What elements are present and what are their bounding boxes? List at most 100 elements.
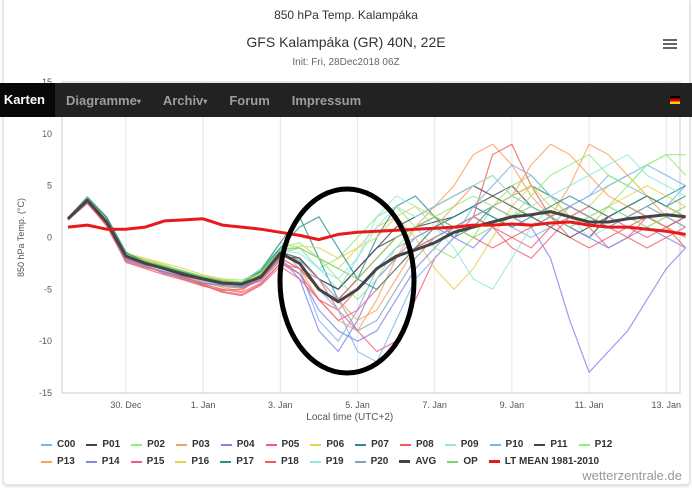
legend-label: P07 — [371, 439, 389, 450]
navbar: Karten ▾ Diagramme▾ Archiv▾ Forum Impres… — [0, 83, 692, 139]
nav-diagramme[interactable]: Diagramme▾ — [66, 92, 141, 108]
y-tick-label: 0 — [47, 233, 52, 243]
legend-item[interactable]: P03 — [175, 439, 210, 450]
legend-label: P05 — [281, 439, 300, 450]
legend-item[interactable]: P10 — [489, 439, 523, 450]
legend-swatch — [220, 460, 232, 463]
legend-label: P06 — [326, 439, 345, 450]
legend-item[interactable]: LT MEAN 1981-2010 — [488, 456, 600, 467]
series-line-p04 — [67, 202, 687, 373]
nav-karten[interactable]: Karten ▾ — [0, 83, 55, 139]
legend-item[interactable]: P08 — [399, 439, 434, 450]
annotation-ellipse — [277, 186, 417, 376]
legend-label: C00 — [57, 439, 76, 450]
legend-label: P17 — [236, 456, 254, 467]
legend-item[interactable]: P16 — [175, 456, 209, 467]
y-tick-label: 15 — [42, 77, 52, 87]
legend-item[interactable]: P20 — [354, 456, 389, 467]
legend-item[interactable]: P05 — [265, 439, 300, 450]
x-tick-label: 9. Jan — [500, 400, 525, 410]
chart-title: 850 hPa Temp. Kalampáka — [274, 8, 418, 22]
legend-label: P02 — [147, 439, 165, 450]
x-tick-label: 30. Dec — [110, 400, 142, 410]
legend-swatch — [447, 460, 459, 463]
legend-label: P12 — [594, 439, 613, 450]
legend-item[interactable]: P02 — [131, 439, 165, 450]
legend-swatch — [130, 460, 142, 463]
x-tick-label: 13. Jan — [652, 400, 682, 410]
x-tick-label: 5. Jan — [345, 400, 370, 410]
caret-down-icon: ▾ — [136, 96, 141, 106]
legend-label: P04 — [236, 439, 255, 450]
legend-swatch — [85, 460, 97, 463]
plot-area — [61, 81, 681, 394]
legend-swatch — [444, 443, 456, 446]
legend-label: P16 — [191, 456, 210, 467]
legend-item[interactable]: P19 — [309, 456, 344, 467]
legend-label: P20 — [370, 456, 389, 467]
legend-swatch — [310, 443, 322, 446]
legend-item[interactable]: P07 — [355, 439, 389, 450]
series-line-avg — [66, 198, 686, 304]
legend-swatch — [354, 460, 366, 463]
series-line-p17 — [67, 195, 686, 290]
legend-item[interactable]: P14 — [85, 456, 120, 467]
legend-label: P08 — [415, 439, 434, 450]
y-axis-title: 850 hPa Temp. (°C) — [16, 198, 26, 277]
legend-item[interactable]: P12 — [578, 439, 613, 450]
legend-item[interactable]: C00 — [41, 439, 75, 450]
legend-swatch — [489, 443, 501, 446]
legend-item[interactable]: P17 — [220, 456, 254, 467]
legend-swatch — [399, 460, 411, 463]
y-tick-label: 10 — [42, 129, 52, 139]
legend-swatch — [534, 443, 546, 446]
x-tick-label: 3. Jan — [268, 400, 293, 410]
series-line-lt-mean-1981-2010 — [67, 217, 686, 242]
legend-label: LT MEAN 1981-2010 — [504, 456, 600, 467]
legend-item[interactable]: P01 — [86, 439, 120, 450]
legend-swatch — [578, 443, 590, 446]
legend-item[interactable]: P04 — [220, 439, 255, 450]
legend-label: OP — [463, 456, 478, 467]
legend-swatch — [175, 460, 187, 463]
legend-item[interactable]: P13 — [41, 456, 75, 467]
legend-item[interactable]: P11 — [534, 439, 568, 450]
legend-item[interactable]: P06 — [310, 439, 344, 450]
series-line-p09 — [67, 195, 686, 290]
y-tick-label: 5 — [47, 181, 52, 191]
legend-label: P09 — [460, 439, 479, 450]
nav-forum[interactable]: Forum — [229, 92, 270, 108]
legend-swatch — [488, 460, 500, 463]
caret-down-icon: ▾ — [40, 129, 45, 139]
x-tick-label: 7. Jan — [422, 400, 447, 410]
legend-item[interactable]: OP — [447, 456, 478, 467]
nav-impressum[interactable]: Impressum — [291, 92, 362, 108]
legend-swatch — [86, 443, 98, 446]
init-time: Init: Fri, 28Dec2018 06Z — [292, 57, 400, 68]
hamburger-icon[interactable] — [663, 39, 677, 51]
series-line-p12 — [67, 154, 686, 301]
y-tick-label: -15 — [39, 388, 52, 398]
legend-swatch — [399, 443, 411, 446]
legend-label: P18 — [280, 456, 299, 467]
legend-label: P11 — [550, 439, 568, 450]
legend-item[interactable]: AVG — [399, 456, 436, 467]
legend-label: AVG — [415, 456, 437, 467]
legend-swatch — [41, 443, 52, 446]
credit[interactable]: wetterzentrale.de — [582, 468, 682, 483]
legend-label: P14 — [101, 456, 120, 467]
legend-item[interactable]: P09 — [444, 439, 479, 450]
german-flag-icon[interactable] — [670, 96, 680, 104]
x-axis-title: Local time (UTC+2) — [306, 412, 393, 423]
legend-label: P19 — [325, 456, 344, 467]
legend-item[interactable]: P18 — [264, 456, 299, 467]
nav-archiv[interactable]: Archiv▾ — [162, 92, 208, 108]
chart-subtitle: GFS Kalampáka (GR) 40N, 22E — [246, 34, 446, 50]
legend-label: P15 — [146, 456, 165, 467]
series-line-p14 — [67, 195, 686, 342]
legend-swatch — [41, 460, 52, 463]
y-tick-label: -10 — [39, 336, 52, 346]
caret-down-icon: ▾ — [203, 96, 208, 106]
legend-item[interactable]: P15 — [130, 456, 165, 467]
